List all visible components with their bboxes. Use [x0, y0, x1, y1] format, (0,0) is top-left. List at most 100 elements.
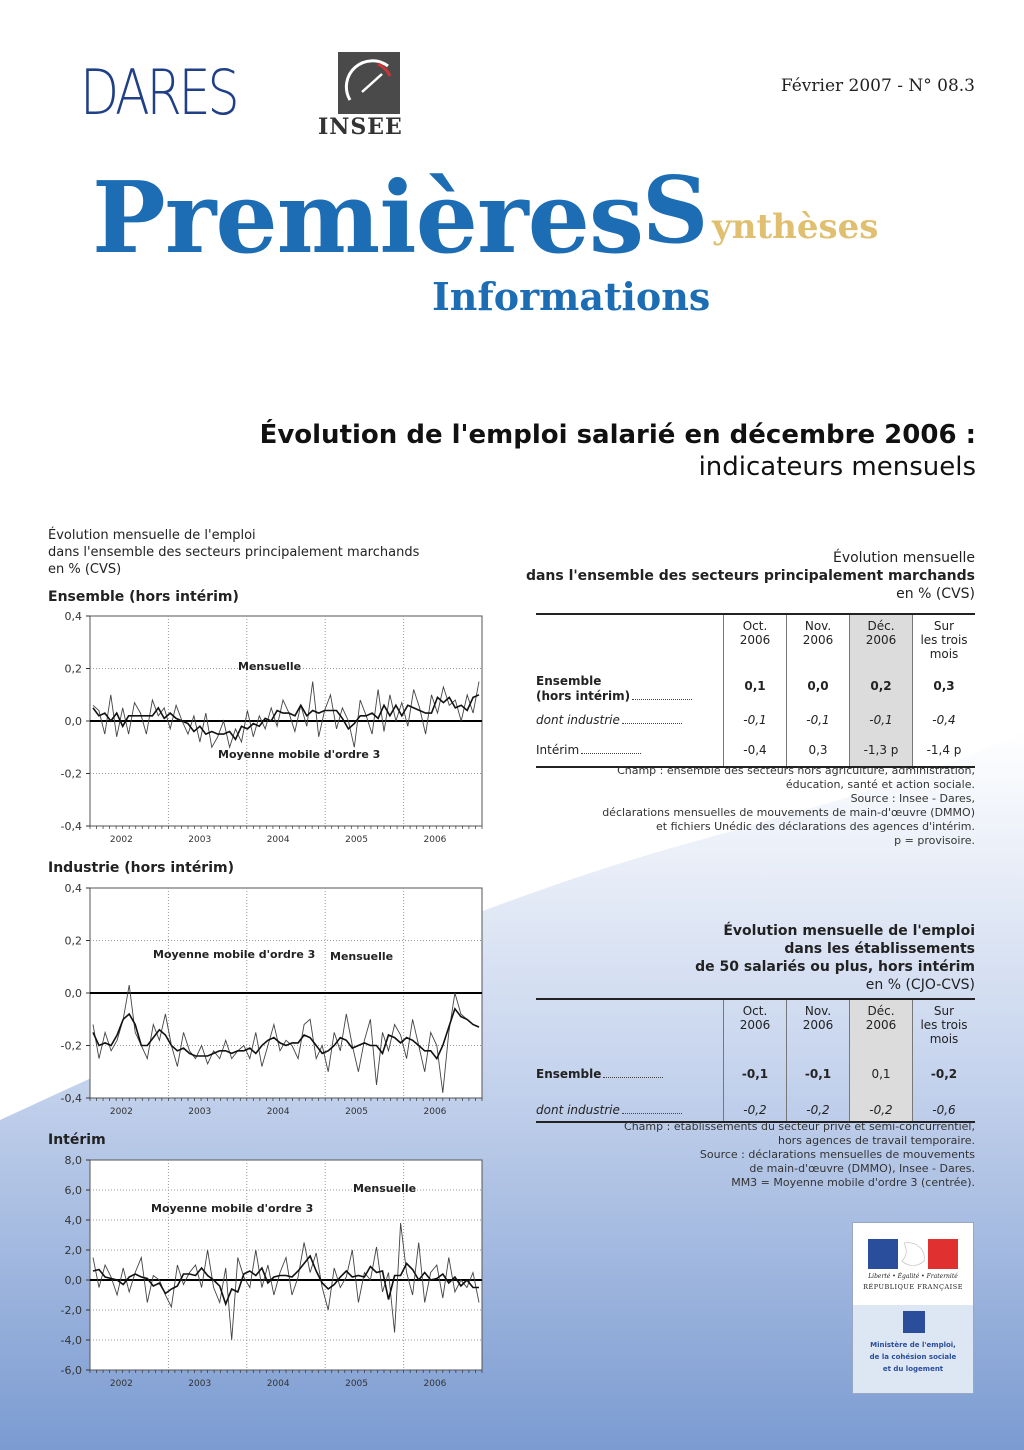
series-mensuelle-line	[92, 985, 480, 1093]
note-line: Champ : établissements du secteur privé …	[624, 1120, 975, 1133]
y-tick-label: 0,0	[65, 715, 83, 728]
table2-col-oct: Oct. 2006	[723, 999, 787, 1050]
x-tick-label: 2002	[110, 1379, 133, 1389]
y-tick-label: 0,4	[65, 882, 83, 895]
page-title: Évolution de l'emploi salarié en décembr…	[259, 420, 976, 450]
y-tick-label: 0,0	[65, 1274, 83, 1287]
y-tick-label: 8,0	[65, 1154, 83, 1167]
y-tick-label: -0,4	[61, 820, 82, 833]
insee-emblem-icon	[338, 52, 400, 114]
table2-caption-line: en % (CJO-CVS)	[865, 977, 975, 993]
table2-cell: -0,2	[786, 1098, 850, 1122]
chart-industrie: 0,4 0,2 0,0 -0,2 -0,4 2002 2003 2004 2005 2006 Moy…	[61, 882, 483, 1117]
page-subtitle: indicateurs mensuels	[698, 452, 976, 482]
x-tick-label: 2003	[188, 1379, 211, 1389]
table2-cell: 0,1	[849, 1050, 913, 1098]
table2-col-three-months: Sur les trois mois	[912, 999, 975, 1050]
table1-cell: 0,3	[912, 665, 975, 707]
table2-cell: -0,6	[912, 1098, 975, 1122]
note-line: MM3 = Moyenne mobile d'ordre 3 (centrée)…	[731, 1176, 975, 1189]
dot-leader	[621, 1112, 682, 1114]
chart-caption-line: dans l'ensemble des secteurs principalem…	[48, 545, 420, 560]
y-tick-label: -0,2	[61, 1040, 82, 1053]
series-moyenne-mobile-line	[92, 1254, 479, 1307]
chart-ensemble: 0,4 0,2 0,0 -0,2 -0,4 2002 2003 2004 2005 2006 Men…	[61, 610, 483, 845]
x-tick-label: 2006	[424, 835, 447, 845]
table1-cell: -0,1	[849, 707, 913, 733]
table1-cell: 0,3	[786, 733, 850, 767]
chart-annotation: Moyenne mobile d'ordre 3	[218, 748, 380, 761]
rf-name: RÉPUBLIQUE FRANÇAISE	[863, 1283, 963, 1291]
table1-cell: -1,4 p	[912, 733, 975, 767]
table2-caption-line: de 50 salariés ou plus, hors intérim	[695, 959, 975, 975]
series-mensuelle-line	[92, 1222, 480, 1341]
table2-notes: Champ : établissements du secteur privé …	[520, 1120, 975, 1190]
table1-col-dec: Déc. 2006	[849, 614, 913, 665]
y-tick-label: -0,2	[61, 768, 82, 781]
dot-leader	[632, 698, 693, 700]
insee-wordmark: INSEE	[318, 114, 403, 140]
y-tick-label: 0,2	[65, 935, 83, 948]
table2-row-label: Ensemble	[536, 1050, 724, 1098]
table1-caption-line: en % (CVS)	[896, 586, 975, 602]
x-tick-label: 2006	[424, 1379, 447, 1389]
table1-notes: Champ : ensemble des secteurs hors agric…	[520, 764, 975, 848]
series-mensuelle-line	[92, 681, 480, 750]
ministry-emblem-icon	[903, 1311, 925, 1333]
table1-cell: -0,1	[723, 707, 787, 733]
x-tick-label: 2004	[267, 1107, 290, 1117]
table1-cell: -0,1	[786, 707, 850, 733]
ministry-name: Ministère de l'emploi, de la cohésion so…	[857, 1339, 969, 1375]
table1-cell: -0,4	[723, 733, 787, 767]
y-tick-label: 0,4	[65, 610, 83, 623]
dot-leader	[603, 1076, 664, 1078]
note-line: p = provisoire.	[894, 834, 975, 847]
chart-annotation: Mensuelle	[353, 1182, 416, 1195]
table1-row-label: dont industrie	[536, 707, 724, 733]
x-tick-label: 2004	[267, 835, 290, 845]
table2-caption: Évolution mensuelle de l'emploi dans les…	[520, 922, 975, 994]
series-moyenne-mobile-line	[92, 1007, 480, 1061]
chart-ensemble-heading: Ensemble (hors intérim)	[48, 589, 239, 605]
table2-cell: -0,2	[849, 1098, 913, 1122]
chart-annotation: Moyenne mobile d'ordre 3	[153, 948, 315, 961]
table2-cell: -0,2	[723, 1098, 787, 1122]
note-line: éducation, santé et action sociale.	[785, 778, 975, 791]
brand-syntheses: ynthèses	[712, 207, 879, 247]
republique-francaise-logo: Liberté • Égalité • Fraternité RÉPUBLIQU…	[852, 1222, 974, 1394]
table1-caption-line: dans l'ensemble des secteurs principalem…	[525, 568, 975, 584]
table2-cell: -0,1	[723, 1050, 787, 1098]
table1-corner	[536, 614, 724, 665]
table1-cell: -1,3 p	[849, 733, 913, 767]
series-moyenne-mobile-line	[92, 694, 480, 741]
y-tick-label: 0,0	[65, 987, 83, 1000]
x-tick-label: 2003	[188, 1107, 211, 1117]
table1-row-label: Intérim	[536, 733, 724, 767]
dot-leader	[581, 752, 642, 754]
dot-leader	[621, 722, 682, 724]
table2-corner	[536, 999, 724, 1050]
chart-annotation: Moyenne mobile d'ordre 3	[151, 1202, 313, 1215]
dares-logo: DARES	[80, 56, 240, 129]
brand-s-letter: S	[642, 156, 709, 264]
note-line: hors agences de travail temporaire.	[777, 1134, 975, 1147]
table1-cell: -0,4	[912, 707, 975, 733]
x-tick-label: 2002	[110, 835, 133, 845]
chart-interim-heading: Intérim	[48, 1132, 106, 1148]
x-tick-label: 2006	[424, 1107, 447, 1117]
insee-logo: INSEE	[318, 52, 408, 142]
brand-premieres: Premières	[92, 161, 644, 276]
table-row: dont industrie -0,2 -0,2 -0,2 -0,6	[536, 1098, 975, 1122]
note-line: de main-d'œuvre (DMMO), Insee - Dares.	[749, 1162, 975, 1175]
issue-number: Février 2007 - N° 08.3	[780, 76, 975, 96]
table-row: dont industrie -0,1 -0,1 -0,1 -0,4	[536, 707, 975, 733]
table-row: Ensemble -0,1 -0,1 0,1 -0,2	[536, 1050, 975, 1098]
chart-interim: 8,0 6,0 4,0 2,0 0,0 -2,0 -4,0 -6,0 2002 2003 2004 2…	[61, 1154, 483, 1389]
note-line: Champ : ensemble des secteurs hors agric…	[617, 764, 975, 777]
ministry-line: de la cohésion sociale	[869, 1353, 957, 1361]
table1-cell: 0,2	[849, 665, 913, 707]
y-tick-label: 4,0	[65, 1214, 83, 1227]
table2-col-dec: Déc. 2006	[849, 999, 913, 1050]
table1-cell: 0,1	[723, 665, 787, 707]
table1-col-three-months: Sur les trois mois	[912, 614, 975, 665]
